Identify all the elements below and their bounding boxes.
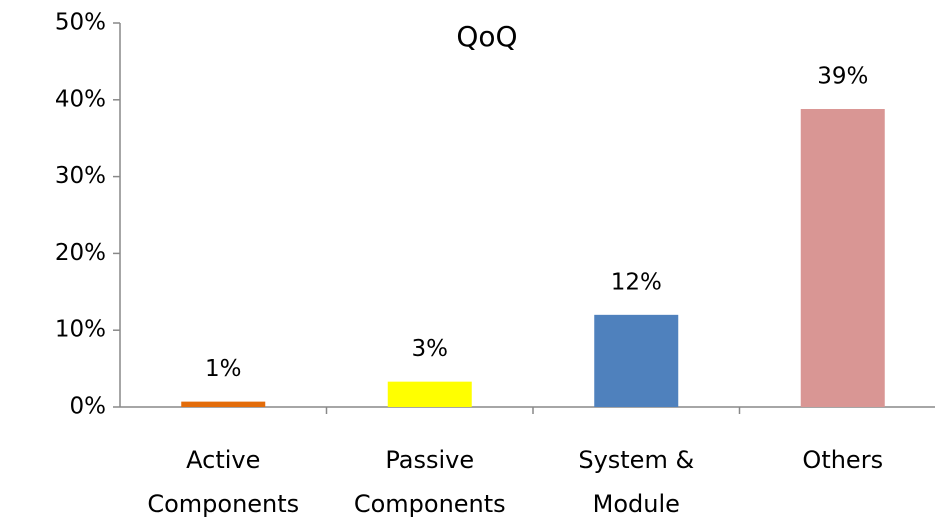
bar — [181, 401, 266, 407]
bar — [387, 381, 472, 407]
y-tick-label: 20% — [55, 240, 106, 266]
bar — [800, 109, 885, 408]
y-tick-label: 10% — [55, 317, 106, 343]
y-tick-label: 0% — [70, 394, 107, 420]
x-tick-label: Passive Components — [353, 446, 506, 518]
data-label: 12% — [611, 269, 662, 295]
bar — [594, 314, 679, 407]
y-tick-label: 40% — [55, 86, 106, 112]
y-tick-label: 50% — [55, 10, 106, 36]
data-label: 1% — [205, 356, 242, 382]
x-tick-label: Others — [802, 446, 884, 474]
data-label: 3% — [412, 336, 449, 362]
data-label: 39% — [817, 64, 868, 90]
y-tick-label: 30% — [55, 163, 106, 189]
x-tick-label: System & Module — [578, 446, 695, 518]
x-tick-label: Active Components — [147, 446, 300, 518]
chart-title: QoQ — [456, 20, 517, 53]
